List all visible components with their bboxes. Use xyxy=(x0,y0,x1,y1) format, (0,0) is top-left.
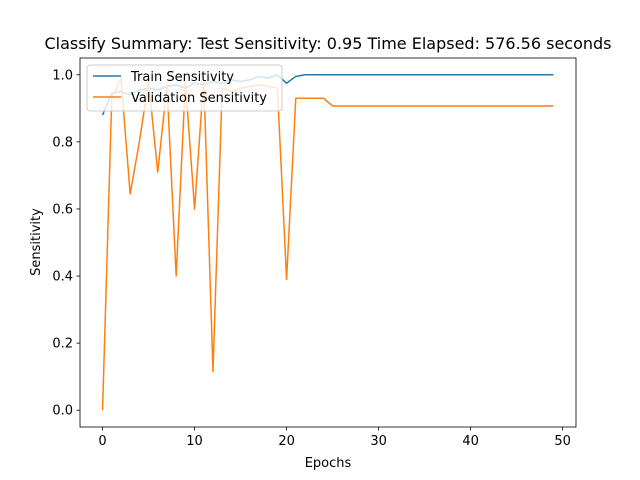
x-axis-ticks: 0 10 20 30 40 50 xyxy=(98,427,571,449)
legend-box xyxy=(86,64,283,112)
x-tick-label: 50 xyxy=(554,434,571,449)
y-tick-label: 0.0 xyxy=(52,404,73,419)
x-tick-label: 20 xyxy=(278,434,295,449)
x-tick-label: 10 xyxy=(186,434,203,449)
chart-title: Classify Summary: Test Sensitivity: 0.95… xyxy=(44,34,611,53)
legend-label-validation-sensitivity: Validation Sensitivity xyxy=(131,91,267,106)
y-tick-label: 0.2 xyxy=(52,337,73,352)
x-tick-label: 30 xyxy=(370,434,387,449)
y-tick-label: 1.0 xyxy=(52,68,73,83)
y-tick-label: 0.4 xyxy=(52,270,73,285)
x-tick-label: 40 xyxy=(462,434,479,449)
legend-label-train-sensitivity: Train Sensitivity xyxy=(130,70,234,85)
x-axis-label: Epochs xyxy=(305,456,352,471)
legend: Train Sensitivity Validation Sensitivity xyxy=(86,64,283,112)
y-tick-label: 0.8 xyxy=(52,135,73,150)
x-tick-label: 0 xyxy=(98,434,106,449)
plot-frame xyxy=(79,57,577,428)
y-tick-label: 0.6 xyxy=(52,202,73,217)
series-line-validation-sensitivity xyxy=(101,77,554,411)
y-axis-ticks: 0.0 0.2 0.4 0.6 0.8 1.0 xyxy=(52,68,80,419)
y-axis-label: Sensitivity xyxy=(29,208,44,276)
